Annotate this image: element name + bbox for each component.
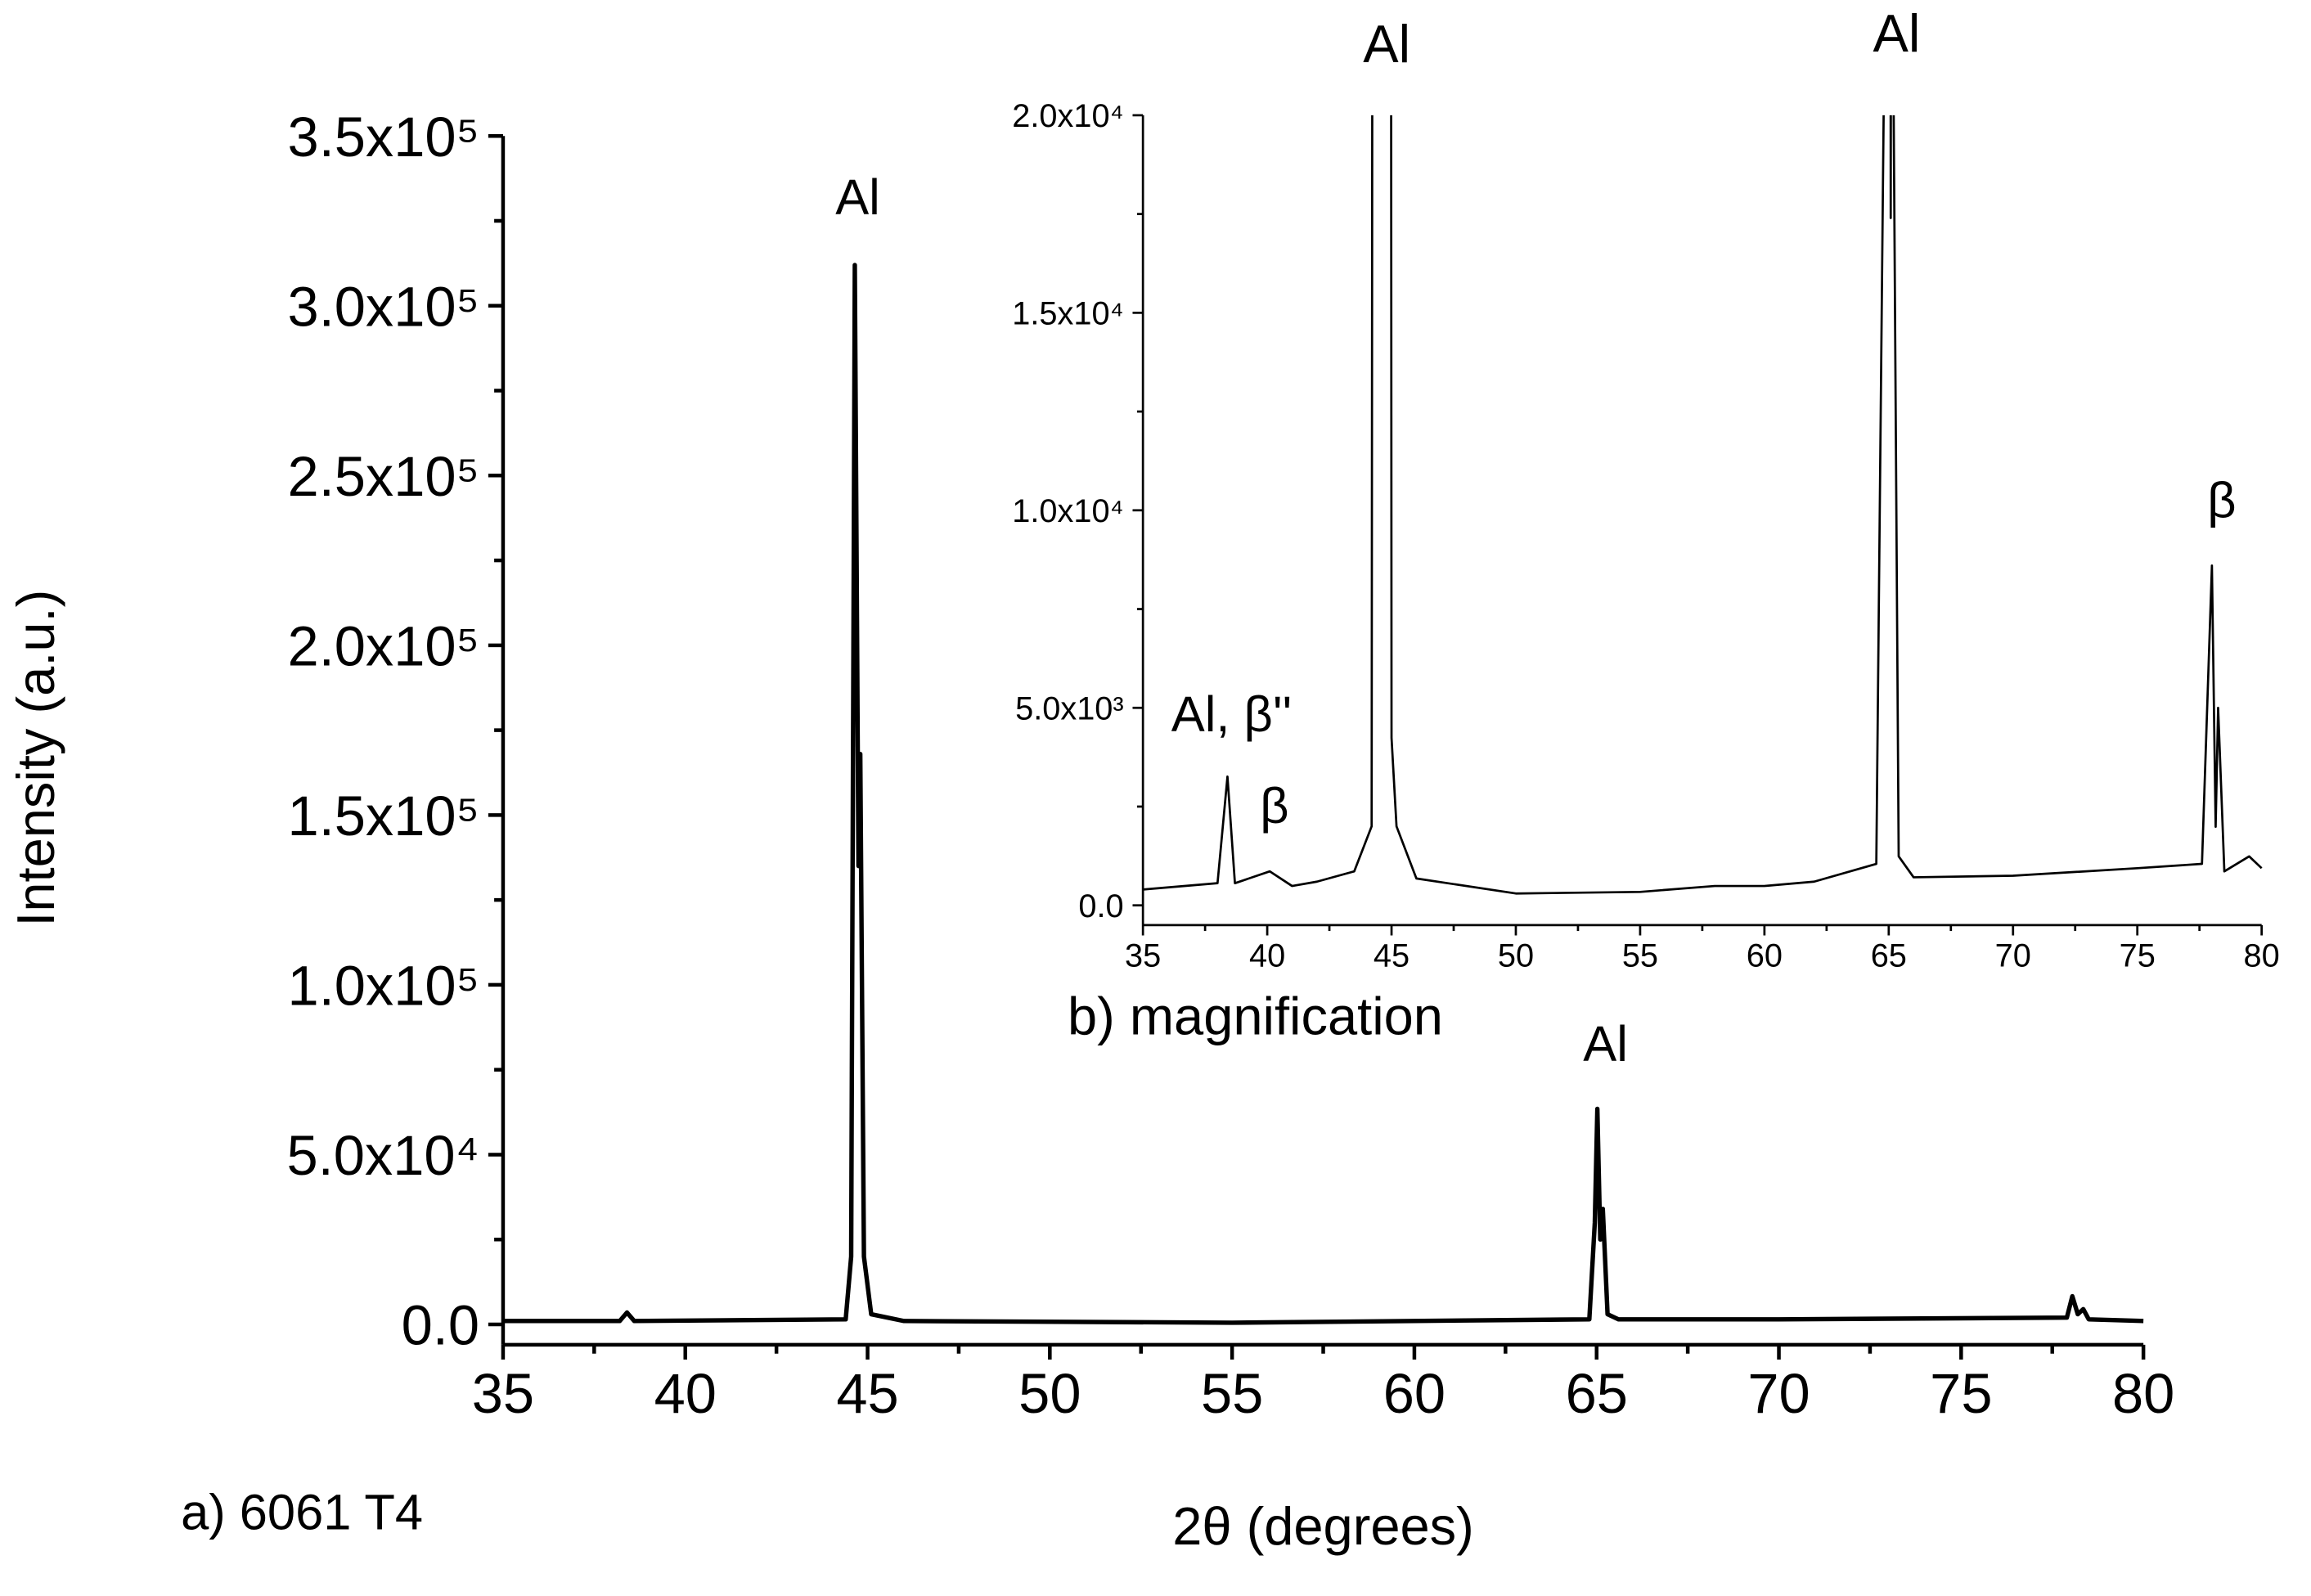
x-tick-label: 50 [1498,937,1534,973]
x-tick-label: 50 [1018,1362,1081,1425]
annotation: β [2207,472,2236,528]
y-tick-label: 2.0x10⁵ [288,615,480,678]
x-tick-label: 55 [1622,937,1658,973]
chart-title: a) 6061 T4 [181,1485,423,1541]
x-tick-label: 35 [1125,937,1161,973]
x-tick-label: 55 [1201,1362,1263,1425]
annotation: Al [1363,14,1410,74]
x-tick-label: 60 [1747,937,1783,973]
y-tick-label: 0.0 [402,1294,479,1357]
y-tick-label: 2.5x10⁵ [288,445,480,508]
x-axis-label: 2θ (degrees) [1172,1496,1474,1556]
y-tick-label: 5.0x10⁴ [287,1124,480,1187]
chart-title: b) magnification [1068,987,1443,1046]
x-tick-label: 60 [1383,1362,1445,1425]
x-tick-label: 45 [1374,937,1410,973]
x-tick-label: 40 [654,1362,717,1425]
annotation: Al [1873,3,1921,63]
annotation: Al, β'' [1171,686,1293,743]
x-tick-label: 75 [1930,1362,1992,1425]
x-tick-label: 70 [1995,937,2031,973]
annotation: Al [1583,1016,1628,1072]
x-tick-label: 65 [1566,1362,1628,1425]
x-tick-label: 35 [472,1362,534,1425]
x-tick-label: 70 [1747,1362,1810,1425]
x-tick-label: 40 [1249,937,1285,973]
y-tick-label: 1.0x10⁴ [1012,493,1123,529]
annotation: Al [835,169,880,226]
annotation: β [1260,778,1288,834]
y-tick-label: 1.5x10⁴ [1012,296,1123,332]
x-tick-label: 45 [836,1362,898,1425]
x-tick-label: 80 [2112,1362,2174,1425]
y-tick-label: 1.0x10⁵ [288,955,480,1018]
y-tick-label: 3.5x10⁵ [288,106,480,169]
y-tick-label: 2.0x10⁴ [1012,98,1123,134]
y-tick-label: 0.0 [1078,888,1123,924]
x-tick-label: 65 [1871,937,1907,973]
x-tick-label: 80 [2244,937,2280,973]
y-tick-label: 5.0x10³ [1015,691,1124,727]
data-line [502,263,2144,1325]
x-tick-label: 75 [2120,937,2156,973]
y-axis-label: Intensity (a.u.) [6,590,65,927]
data-line [1143,115,2263,895]
y-tick-label: 3.0x10⁵ [288,275,480,338]
y-tick-label: 1.5x10⁵ [288,785,480,847]
